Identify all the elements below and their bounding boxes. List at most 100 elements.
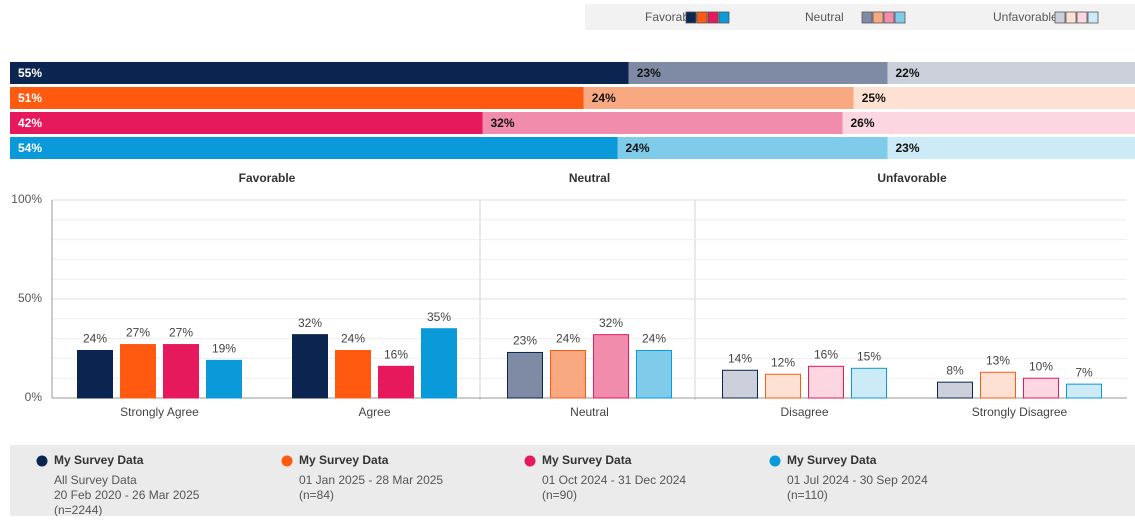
stacked-bar-segment — [618, 137, 888, 159]
bar-label: 24% — [83, 332, 107, 346]
section-header: Unfavorable — [877, 171, 947, 185]
legend-detail: All Survey Data — [54, 473, 137, 487]
bar — [293, 335, 328, 398]
legend-dot — [770, 456, 781, 467]
segment-label: 54% — [18, 141, 42, 155]
bar — [809, 366, 844, 398]
bar — [508, 352, 543, 398]
bar-label: 8% — [946, 363, 964, 377]
bar — [164, 345, 199, 398]
y-tick-label: 0% — [25, 390, 43, 404]
stacked-bar-segment — [483, 112, 843, 134]
bar-label: 27% — [169, 326, 193, 340]
legend-swatch — [873, 12, 883, 23]
bar — [121, 345, 156, 398]
legend-label: Neutral — [805, 10, 844, 24]
segment-label: 24% — [626, 141, 650, 155]
segment-label: 22% — [896, 66, 920, 80]
segment-label: 32% — [491, 116, 515, 130]
stacked-bar-segment — [10, 112, 483, 134]
legend-swatch — [862, 12, 872, 23]
bar — [336, 350, 371, 398]
legend-swatch — [719, 12, 729, 23]
section-header: Favorable — [239, 171, 296, 185]
legend-swatch — [895, 12, 905, 23]
segment-label: 55% — [18, 66, 42, 80]
legend-swatch — [1088, 12, 1098, 23]
stacked-bar-segment — [584, 87, 854, 109]
legend-swatch — [1077, 12, 1087, 23]
bar — [723, 370, 758, 398]
y-tick-label: 50% — [18, 291, 42, 305]
stacked-bar-segment — [854, 87, 1135, 109]
stacked-bar-segment — [888, 62, 1135, 84]
x-tick-label: Strongly Agree — [120, 405, 199, 419]
bar — [1024, 378, 1059, 398]
segment-label: 51% — [18, 91, 42, 105]
legend-detail: (n=2244) — [54, 503, 102, 516]
bar-label: 10% — [1029, 359, 1053, 373]
legend-detail: (n=84) — [299, 488, 334, 502]
bar — [551, 350, 586, 398]
legend-name: My Survey Data — [299, 453, 389, 467]
legend-detail: (n=110) — [787, 488, 828, 502]
bar-label: 12% — [771, 355, 795, 369]
bar-label: 23% — [513, 334, 537, 348]
legend-name: My Survey Data — [54, 453, 144, 467]
segment-label: 25% — [862, 91, 886, 105]
stacked-bar-segment — [888, 137, 1135, 159]
legend-label: Unfavorable — [993, 10, 1058, 24]
legend-name: My Survey Data — [542, 453, 632, 467]
legend-dot — [525, 456, 536, 467]
bar — [637, 350, 672, 398]
bar — [981, 372, 1016, 398]
legend-detail: 01 Oct 2024 - 31 Dec 2024 — [542, 473, 686, 487]
legend-swatch — [697, 12, 707, 23]
stacked-bar-segment — [10, 137, 618, 159]
segment-label: 23% — [896, 141, 920, 155]
bar-label: 16% — [384, 347, 408, 361]
x-tick-label: Strongly Disagree — [972, 405, 1068, 419]
bar-label: 32% — [298, 316, 322, 330]
bar — [422, 329, 457, 398]
segment-label: 26% — [851, 116, 875, 130]
bar-label: 24% — [642, 332, 666, 346]
segment-label: 42% — [18, 116, 42, 130]
legend-swatch — [686, 12, 696, 23]
bar-label: 14% — [728, 351, 752, 365]
bar-label: 7% — [1075, 365, 1093, 379]
legend-detail: (n=90) — [542, 488, 577, 502]
bar — [207, 360, 242, 398]
legend-name: My Survey Data — [787, 453, 877, 467]
legend-dot — [37, 456, 48, 467]
legend-swatch — [1055, 12, 1065, 23]
legend-detail: 01 Jul 2024 - 30 Sep 2024 — [787, 473, 928, 487]
y-tick-label: 100% — [11, 192, 42, 206]
section-header: Neutral — [569, 171, 610, 185]
stacked-bar-segment — [843, 112, 1135, 134]
bar — [379, 366, 414, 398]
bar-label: 32% — [599, 316, 623, 330]
bar-label: 16% — [814, 347, 838, 361]
bar — [938, 382, 973, 398]
stacked-bar-segment — [10, 62, 629, 84]
legend-swatch — [1066, 12, 1076, 23]
bar — [594, 335, 629, 398]
legend-detail: 01 Jan 2025 - 28 Mar 2025 — [299, 473, 443, 487]
segment-label: 24% — [592, 91, 616, 105]
stacked-bar-segment — [10, 87, 584, 109]
bar-label: 13% — [986, 353, 1010, 367]
legend-swatch — [884, 12, 894, 23]
bar — [766, 374, 801, 398]
bar-label: 15% — [857, 349, 881, 363]
bar-label: 24% — [556, 332, 580, 346]
bar — [1067, 384, 1102, 398]
bar-label: 24% — [341, 332, 365, 346]
x-tick-label: Neutral — [570, 405, 609, 419]
bar-label: 35% — [427, 310, 451, 324]
x-tick-label: Disagree — [780, 405, 828, 419]
bar-label: 19% — [212, 342, 236, 356]
legend-dot — [282, 456, 293, 467]
bar — [78, 350, 113, 398]
